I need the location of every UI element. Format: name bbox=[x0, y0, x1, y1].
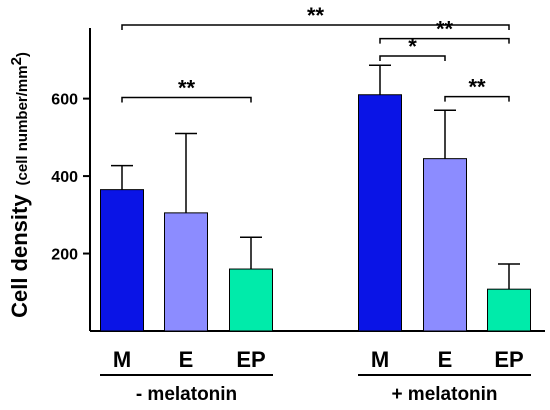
y-axis-label: Cell density (cell number/mm2) bbox=[7, 52, 32, 318]
group-label-0: - melatonin bbox=[136, 384, 237, 405]
bar-0-E bbox=[164, 212, 208, 332]
group-label-1: + melatonin bbox=[391, 384, 497, 405]
category-label-1-E: E bbox=[438, 347, 453, 372]
significance-bracket-4 bbox=[444, 95, 510, 102]
significance-brackets: ********* bbox=[121, 3, 510, 103]
category-label-0-M: M bbox=[113, 347, 131, 372]
y-axis-label-main: Cell density bbox=[7, 194, 32, 318]
bar-0-EP bbox=[229, 268, 273, 332]
y-tick-label-400: 400 bbox=[51, 169, 78, 186]
error-bars bbox=[111, 64, 520, 290]
bar-1-M bbox=[358, 94, 402, 332]
category-label-1-M: M bbox=[371, 347, 389, 372]
y-axis-label-unit-close: ) bbox=[14, 52, 31, 57]
significance-bracket-1 bbox=[121, 96, 252, 103]
bar-0-M bbox=[100, 189, 144, 332]
significance-label-2: ** bbox=[436, 17, 454, 42]
y-tick-label-200: 200 bbox=[51, 247, 78, 264]
bars bbox=[100, 94, 531, 332]
significance-bracket-2 bbox=[379, 37, 510, 44]
significance-label-1: ** bbox=[178, 75, 196, 100]
category-label-0-E: E bbox=[179, 347, 194, 372]
significance-label-3: * bbox=[408, 34, 417, 59]
y-axis-label-unit-sup: 2 bbox=[8, 57, 25, 65]
bar-1-EP bbox=[487, 288, 531, 332]
category-label-0-EP: EP bbox=[236, 347, 265, 372]
significance-bracket-0 bbox=[121, 24, 510, 31]
y-axis-label-unit: (cell number/mm bbox=[14, 65, 31, 185]
significance-label-0: ** bbox=[307, 3, 325, 28]
category-label-1-EP: EP bbox=[494, 347, 523, 372]
significance-bracket-3 bbox=[379, 55, 446, 62]
bar-1-E bbox=[423, 158, 467, 332]
significance-label-4: ** bbox=[468, 75, 486, 100]
y-tick-label-600: 600 bbox=[51, 92, 78, 109]
